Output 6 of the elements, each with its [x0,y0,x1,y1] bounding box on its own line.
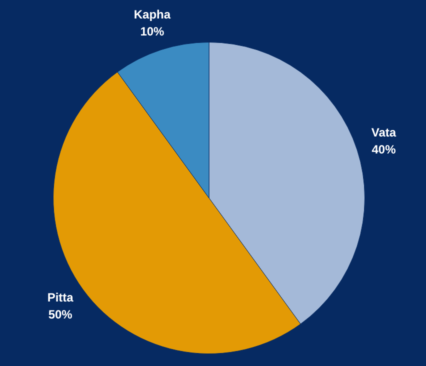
slice-label: Pitta [47,290,74,304]
data-label: 50% [48,307,73,322]
data-label: 10% [140,24,165,39]
slice-label: Vata [371,126,396,140]
data-label: 40% [372,142,396,157]
slice-label: Kapha [134,8,171,22]
